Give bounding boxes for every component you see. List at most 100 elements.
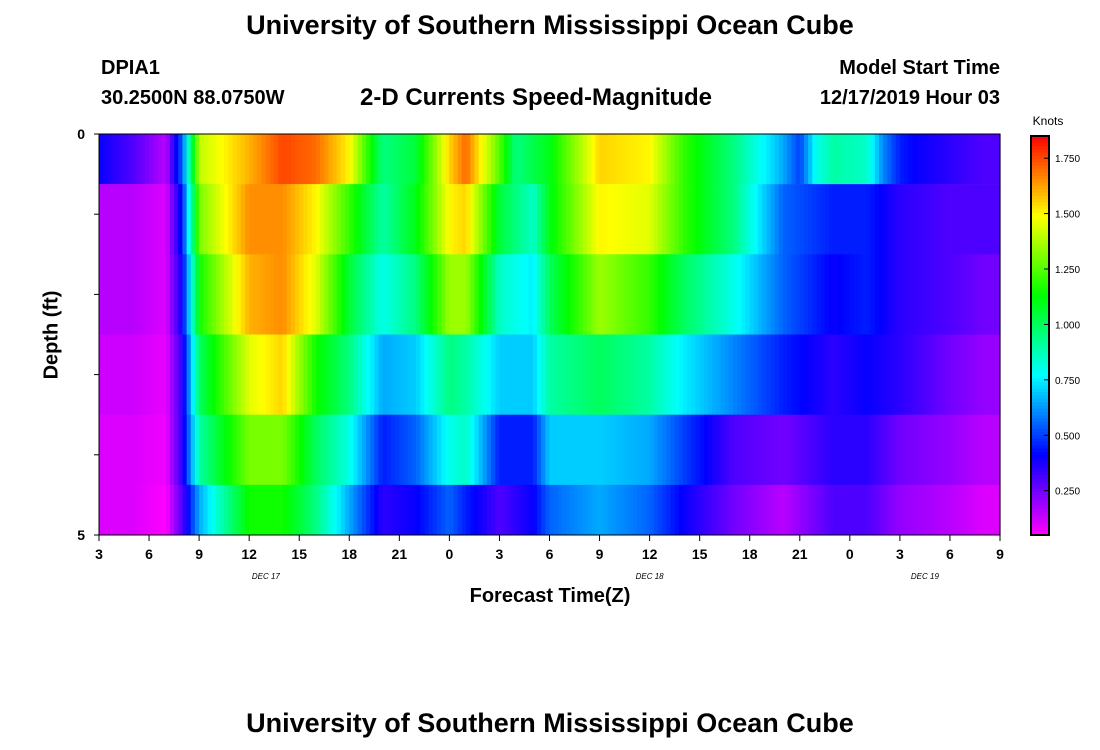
heatmap-cell bbox=[557, 254, 563, 335]
model-start-time: 12/17/2019 Hour 03 bbox=[819, 87, 1000, 109]
heatmap-cell bbox=[290, 254, 296, 335]
heatmap-cell bbox=[933, 254, 939, 335]
heatmap-cell bbox=[783, 484, 788, 536]
heatmap-cell bbox=[491, 134, 496, 185]
heatmap-cell bbox=[149, 134, 154, 185]
heatmap-cell bbox=[937, 484, 943, 536]
heatmap-cell bbox=[295, 134, 300, 185]
heatmap-cell bbox=[161, 184, 167, 255]
heatmap-cell bbox=[320, 414, 325, 486]
heatmap-cell bbox=[870, 484, 876, 536]
heatmap-cell bbox=[232, 184, 238, 255]
heatmap-cell bbox=[111, 254, 117, 335]
heatmap-cell bbox=[99, 134, 104, 185]
heatmap-cell bbox=[257, 134, 263, 185]
heatmap-cell bbox=[215, 134, 221, 185]
heatmap-cell bbox=[666, 184, 672, 255]
heatmap-cell bbox=[157, 414, 163, 486]
heatmap-cell bbox=[974, 334, 980, 415]
colorbar-segment bbox=[1031, 368, 1049, 373]
x-tick-label: 3 bbox=[496, 546, 504, 562]
heatmap-cell bbox=[290, 334, 296, 415]
x-tick-label: 15 bbox=[291, 546, 307, 562]
heatmap-cell bbox=[345, 254, 350, 335]
heatmap-cell bbox=[945, 334, 951, 415]
colorbar-segment bbox=[1031, 518, 1049, 523]
heatmap-cell bbox=[954, 134, 959, 185]
heatmap-cell bbox=[699, 254, 705, 335]
colorbar-segment bbox=[1031, 525, 1049, 529]
colorbar-segment bbox=[1031, 425, 1049, 430]
heatmap-cell bbox=[995, 484, 1001, 536]
heatmap-cell bbox=[674, 184, 680, 255]
heatmap-cell bbox=[324, 484, 330, 536]
heatmap-cell bbox=[612, 334, 617, 415]
heatmap-cell bbox=[778, 414, 784, 486]
heatmap-cell bbox=[833, 184, 838, 255]
heatmap-cell bbox=[858, 184, 863, 255]
heatmap-cell bbox=[816, 414, 822, 486]
heatmap-cell bbox=[929, 414, 934, 486]
heatmap-cell bbox=[253, 184, 259, 255]
heatmap-cell bbox=[186, 134, 192, 185]
heatmap-cell bbox=[695, 334, 701, 415]
heatmap-cell bbox=[862, 134, 868, 185]
heatmap-cell bbox=[520, 134, 526, 185]
heatmap-cell bbox=[587, 184, 592, 255]
heatmap-cell bbox=[470, 134, 476, 185]
heatmap-cell bbox=[491, 254, 496, 335]
heatmap-cell bbox=[253, 414, 259, 486]
heatmap-cell bbox=[432, 254, 438, 335]
heatmap-cell bbox=[194, 254, 200, 335]
heatmap-cell bbox=[557, 414, 563, 486]
heatmap-cell bbox=[778, 484, 784, 536]
heatmap-cell bbox=[662, 334, 667, 415]
heatmap-cell bbox=[624, 134, 630, 185]
heatmap-cell bbox=[908, 334, 913, 415]
heatmap-cell bbox=[478, 184, 484, 255]
heatmap-cell bbox=[845, 484, 851, 536]
heatmap-cell bbox=[795, 414, 801, 486]
colorbar-segment bbox=[1031, 531, 1049, 536]
heatmap-cell bbox=[924, 134, 930, 185]
heatmap-cell bbox=[887, 254, 893, 335]
colorbar-segment bbox=[1031, 195, 1049, 200]
heatmap-cell bbox=[424, 414, 430, 486]
heatmap-cell bbox=[441, 184, 446, 255]
heatmap-cell bbox=[290, 184, 296, 255]
heatmap-cell bbox=[808, 254, 813, 335]
heatmap-cell bbox=[916, 484, 922, 536]
heatmap-cell bbox=[845, 184, 851, 255]
heatmap-cell bbox=[190, 414, 196, 486]
heatmap-cell bbox=[645, 254, 651, 335]
heatmap-cell bbox=[315, 134, 321, 185]
colorbar-segment bbox=[1031, 348, 1049, 353]
heatmap-cell bbox=[762, 484, 768, 536]
heatmap-cell bbox=[607, 254, 613, 335]
heatmap-cell bbox=[257, 254, 263, 335]
heatmap-cell bbox=[941, 134, 947, 185]
heatmap-cell bbox=[645, 134, 651, 185]
heatmap-cell bbox=[495, 134, 501, 185]
heatmap-cell bbox=[278, 184, 284, 255]
station-coordinates: 30.2500N 88.0750W bbox=[101, 87, 285, 109]
heatmap-cell bbox=[499, 184, 505, 255]
heatmap-cell bbox=[265, 334, 271, 415]
heatmap-cell bbox=[536, 134, 542, 185]
heatmap-cell bbox=[457, 184, 463, 255]
heatmap-cell bbox=[979, 334, 984, 415]
heatmap-cell bbox=[411, 414, 417, 486]
heatmap-cell bbox=[678, 414, 684, 486]
heatmap-cell bbox=[528, 414, 534, 486]
heatmap-cell bbox=[378, 134, 384, 185]
heatmap-cell bbox=[737, 484, 742, 536]
heatmap-cell bbox=[987, 414, 993, 486]
heatmap-cell bbox=[424, 334, 430, 415]
colorbar-segment bbox=[1031, 262, 1049, 267]
heatmap-cell bbox=[436, 254, 442, 335]
colorbar-segment bbox=[1031, 365, 1049, 370]
heatmap-cell bbox=[507, 484, 513, 536]
heatmap-cell bbox=[390, 184, 396, 255]
heatmap-cell bbox=[553, 334, 559, 415]
heatmap-cell bbox=[103, 334, 108, 415]
